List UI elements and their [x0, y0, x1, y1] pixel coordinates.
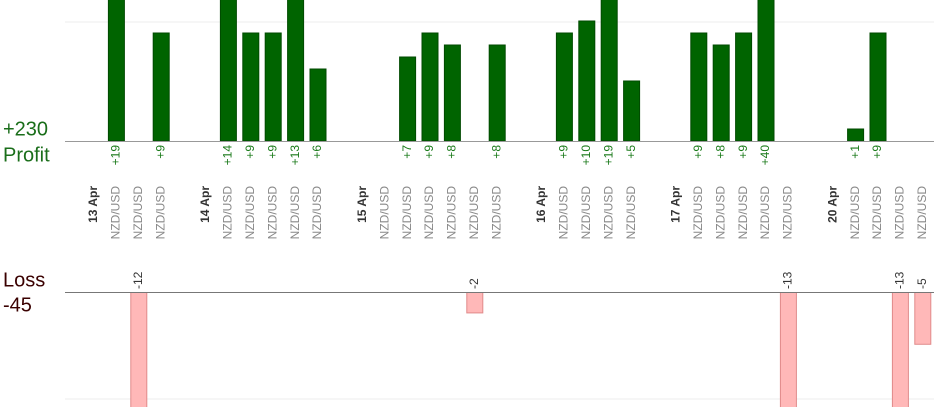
value-label: -13: [781, 271, 795, 289]
value-label: +10: [579, 145, 593, 166]
loss-bar: [130, 292, 148, 407]
value-label: +13: [288, 145, 302, 166]
x-tick-label: NZD/USD: [422, 186, 436, 240]
value-label: +5: [624, 145, 638, 159]
profit-bar: [399, 56, 417, 141]
loss-bar: [779, 292, 797, 407]
x-tick-label: NZD/USD: [310, 186, 324, 240]
x-tick-label: NZD/USD: [265, 186, 279, 240]
value-label: -2: [467, 278, 481, 289]
value-label: +9: [243, 145, 257, 159]
x-tick-label: 14 Apr: [198, 186, 212, 223]
profit-bar: [443, 44, 461, 141]
value-label: +9: [736, 145, 750, 159]
x-tick-label: NZD/USD: [557, 186, 571, 240]
value-label: -12: [131, 271, 145, 289]
loss-legend: Loss: [3, 269, 45, 291]
profit-bar: [264, 32, 282, 141]
x-tick-label: NZD/USD: [870, 186, 884, 240]
value-label: +9: [422, 145, 436, 159]
x-tick-label: NZD/USD: [467, 186, 481, 240]
profit-bar: [600, 0, 618, 141]
value-label: +19: [601, 145, 615, 166]
x-tick-label: NZD/USD: [781, 186, 795, 240]
value-label: +19: [109, 145, 123, 166]
profit-bar: [690, 32, 708, 141]
x-tick-label: NZD/USD: [377, 186, 391, 240]
value-label: +8: [489, 145, 503, 159]
value-label: +9: [265, 145, 279, 159]
x-tick-label: 17 Apr: [669, 186, 683, 223]
x-tick-label: 16 Apr: [534, 186, 548, 223]
profit-bar: [421, 32, 439, 141]
profit-bar: [623, 80, 641, 141]
value-label: +8: [713, 145, 727, 159]
loss-bar: [466, 292, 484, 314]
value-label: +9: [153, 145, 167, 159]
value-label: +40: [758, 145, 772, 166]
x-tick-label: NZD/USD: [893, 186, 907, 240]
x-tick-label: NZD/USD: [109, 186, 123, 240]
value-label: -5: [915, 278, 929, 289]
x-tick-label: NZD/USD: [153, 186, 167, 240]
value-label: +8: [445, 145, 459, 159]
value-label: +9: [557, 145, 571, 159]
profit-bar: [847, 128, 865, 141]
x-tick-label: 15 Apr: [355, 186, 369, 223]
value-label: +6: [310, 145, 324, 159]
x-tick-label: NZD/USD: [489, 186, 503, 240]
x-tick-label: NZD/USD: [915, 186, 929, 240]
profit-bar: [488, 44, 506, 141]
x-tick-label: NZD/USD: [288, 186, 302, 240]
x-tick-label: NZD/USD: [848, 186, 862, 240]
x-tick-label: NZD/USD: [131, 186, 145, 240]
loss-total: -45: [3, 294, 32, 316]
profit-bar: [757, 0, 775, 141]
profit-bar: [712, 44, 730, 141]
profit-bar: [555, 32, 573, 141]
profit-total: +230: [3, 118, 48, 140]
profit-bar: [219, 0, 237, 141]
x-tick-label: NZD/USD: [601, 186, 615, 240]
x-tick-label: NZD/USD: [713, 186, 727, 240]
profit-bar: [735, 32, 753, 141]
value-label: +1: [848, 145, 862, 159]
x-tick-label: NZD/USD: [624, 186, 638, 240]
x-tick-label: 13 Apr: [86, 186, 100, 223]
profit-bar: [309, 68, 327, 141]
x-tick-label: NZD/USD: [243, 186, 257, 240]
loss-bar: [891, 292, 909, 407]
value-label: +14: [221, 145, 235, 166]
profit-bar: [578, 20, 596, 141]
profit-bar: [152, 32, 170, 141]
value-label: +7: [400, 145, 414, 159]
profit-bar: [242, 32, 260, 141]
x-tick-label: NZD/USD: [579, 186, 593, 240]
profit-bar: [869, 32, 887, 141]
value-label: +9: [870, 145, 884, 159]
x-tick-label: NZD/USD: [221, 186, 235, 240]
x-tick-label: NZD/USD: [691, 186, 705, 240]
loss-bar: [914, 292, 932, 345]
bars: [107, 0, 932, 407]
x-tick-label: 20 Apr: [825, 186, 839, 223]
x-tick-label: NZD/USD: [445, 186, 459, 240]
x-tick-label: NZD/USD: [758, 186, 772, 240]
profit-legend: Profit: [3, 144, 50, 166]
value-label: -13: [893, 271, 907, 289]
x-tick-label: NZD/USD: [736, 186, 750, 240]
x-tick-label: NZD/USD: [400, 186, 414, 240]
profit-bar: [107, 0, 125, 141]
value-label: +9: [691, 145, 705, 159]
profit-bar: [287, 0, 305, 141]
